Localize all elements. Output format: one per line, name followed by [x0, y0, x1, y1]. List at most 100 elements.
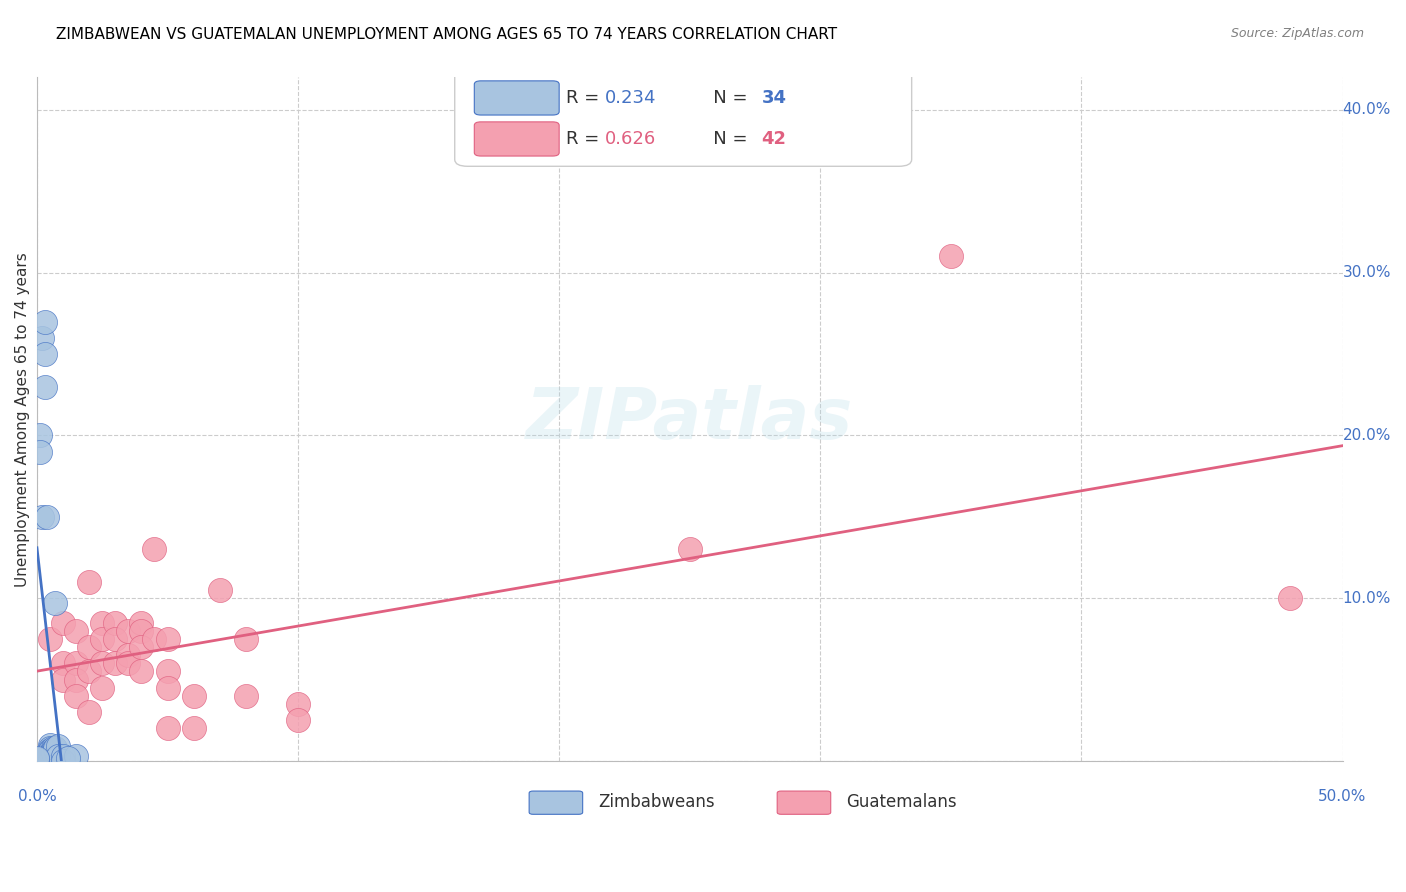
Point [287, 697, 309, 711]
Point [131, 624, 153, 638]
Point [939, 250, 962, 264]
Point [91, 615, 114, 630]
Text: N =: N = [696, 130, 754, 148]
Point [31, 509, 53, 524]
Point [77, 574, 100, 589]
Point [41, 744, 63, 758]
Point [46, 749, 69, 764]
Point [104, 632, 127, 646]
Point [58, 750, 80, 764]
Point [39, 742, 62, 756]
Point [287, 714, 309, 728]
Point [52, 657, 75, 671]
Point [235, 689, 257, 703]
FancyBboxPatch shape [529, 791, 582, 814]
Text: 0.0%: 0.0% [17, 789, 56, 804]
Point [91, 681, 114, 695]
Point [34, 347, 56, 361]
FancyBboxPatch shape [454, 63, 911, 166]
Point [65, 624, 87, 638]
Text: 10.0%: 10.0% [1343, 591, 1391, 606]
Point [156, 665, 179, 679]
Point [39, 747, 62, 762]
Point [41, 746, 63, 760]
Point [39, 741, 62, 756]
Point [37, 509, 59, 524]
Point [52, 754, 75, 768]
Point [235, 632, 257, 646]
Text: 40.0%: 40.0% [1343, 103, 1391, 118]
Point [208, 583, 231, 598]
Text: 20.0%: 20.0% [1343, 428, 1391, 443]
Point [41, 742, 63, 756]
Text: 50.0%: 50.0% [1319, 789, 1367, 804]
Point [25, 752, 48, 766]
Point [28, 444, 51, 458]
Point [117, 657, 139, 671]
Point [34, 314, 56, 328]
Point [104, 615, 127, 630]
Text: 30.0%: 30.0% [1343, 265, 1391, 280]
Text: Guatemalans: Guatemalans [846, 793, 957, 811]
Point [39, 749, 62, 764]
Point [39, 744, 62, 758]
Point [679, 542, 702, 557]
Point [131, 615, 153, 630]
Point [65, 749, 87, 764]
Text: ZIMBABWEAN VS GUATEMALAN UNEMPLOYMENT AMONG AGES 65 TO 74 YEARS CORRELATION CHAR: ZIMBABWEAN VS GUATEMALAN UNEMPLOYMENT AM… [56, 27, 838, 42]
Text: ZIPatlas: ZIPatlas [526, 384, 853, 454]
Text: N =: N = [696, 89, 754, 107]
Point [39, 750, 62, 764]
Point [156, 722, 179, 736]
Point [44, 596, 66, 610]
Point [65, 673, 87, 687]
Point [77, 640, 100, 654]
Point [34, 379, 56, 393]
Text: R =: R = [565, 89, 605, 107]
Point [77, 665, 100, 679]
Point [39, 754, 62, 768]
Text: 42: 42 [762, 130, 786, 148]
Point [1279, 591, 1302, 606]
Point [39, 738, 62, 752]
Point [91, 632, 114, 646]
Point [117, 648, 139, 663]
Point [39, 754, 62, 768]
Point [143, 632, 166, 646]
Point [46, 739, 69, 754]
Point [183, 689, 205, 703]
Point [117, 624, 139, 638]
Point [39, 746, 62, 760]
Point [65, 689, 87, 703]
Point [39, 752, 62, 766]
Point [77, 705, 100, 719]
Point [183, 722, 205, 736]
Point [44, 741, 66, 756]
Text: R =: R = [565, 130, 605, 148]
Point [25, 750, 48, 764]
Text: Source: ZipAtlas.com: Source: ZipAtlas.com [1230, 27, 1364, 40]
Point [131, 640, 153, 654]
Text: 0.234: 0.234 [605, 89, 657, 107]
Point [44, 742, 66, 756]
Point [31, 331, 53, 345]
FancyBboxPatch shape [474, 122, 560, 156]
Text: 0.626: 0.626 [605, 130, 657, 148]
Text: 34: 34 [762, 89, 786, 107]
Point [39, 632, 62, 646]
Point [156, 681, 179, 695]
Point [52, 673, 75, 687]
Point [156, 632, 179, 646]
Point [104, 657, 127, 671]
Point [131, 665, 153, 679]
Y-axis label: Unemployment Among Ages 65 to 74 years: Unemployment Among Ages 65 to 74 years [15, 252, 30, 587]
Point [28, 428, 51, 442]
Point [143, 542, 166, 557]
Text: Zimbabweans: Zimbabweans [599, 793, 716, 811]
Point [65, 657, 87, 671]
FancyBboxPatch shape [474, 81, 560, 115]
Point [52, 615, 75, 630]
Point [91, 657, 114, 671]
Point [52, 749, 75, 764]
Point [41, 741, 63, 756]
